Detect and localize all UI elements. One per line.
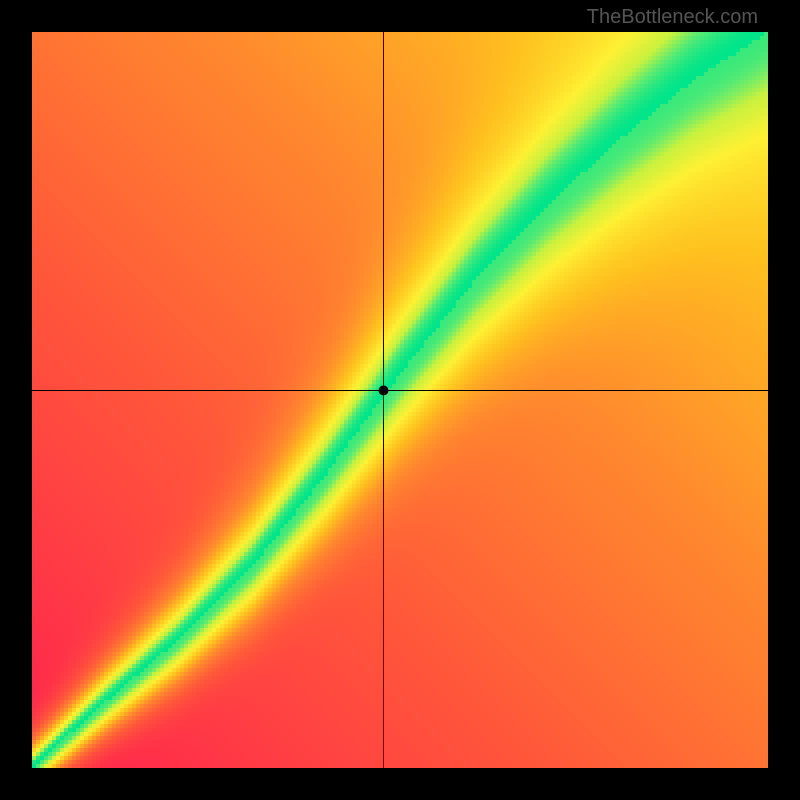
crosshair-overlay bbox=[32, 32, 768, 768]
watermark-text: TheBottleneck.com bbox=[587, 6, 758, 29]
